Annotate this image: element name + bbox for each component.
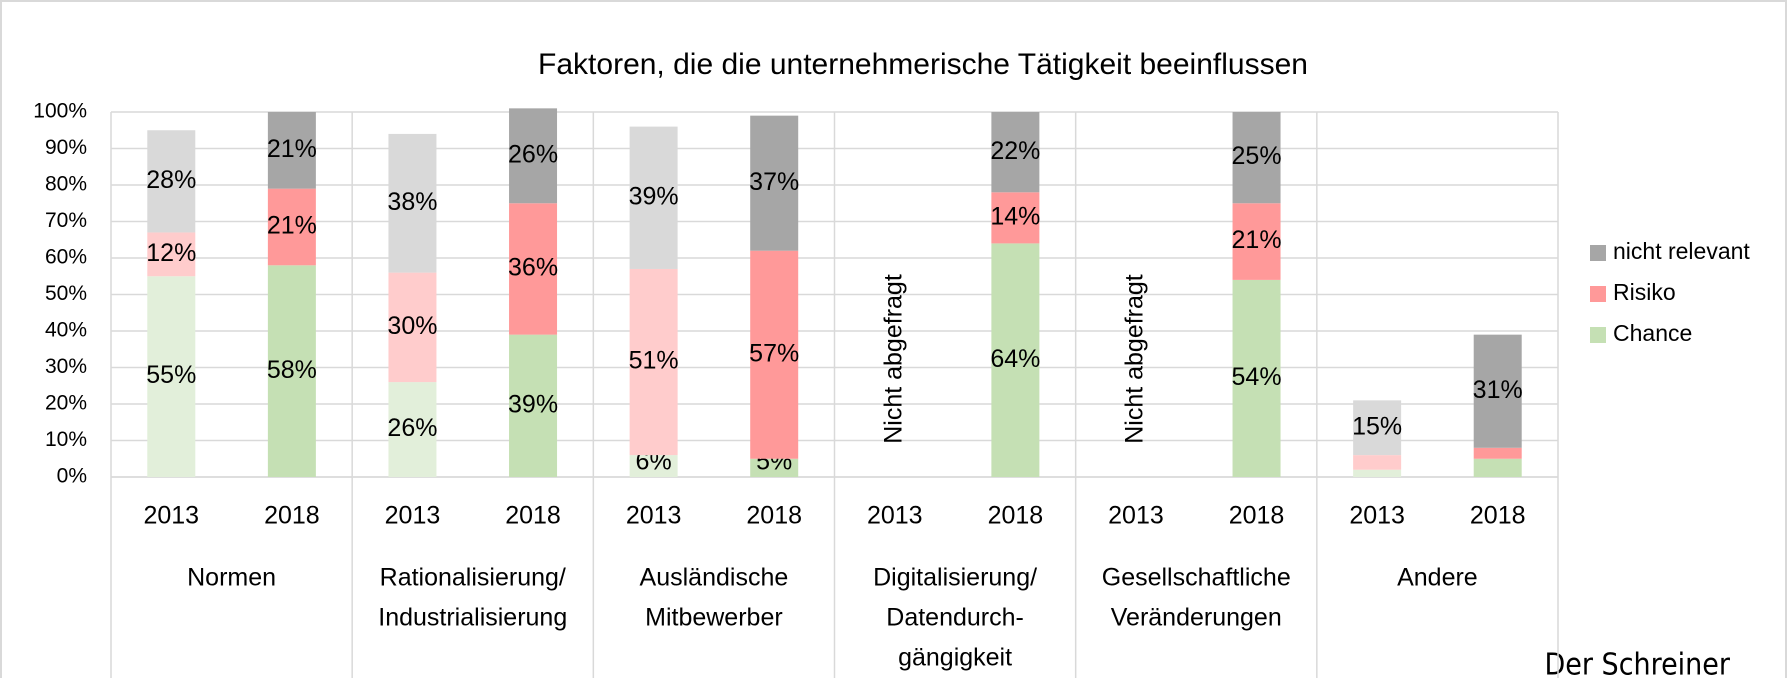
y-tick-label: 90% bbox=[45, 136, 87, 159]
x-tick-label: 2018 bbox=[988, 502, 1044, 530]
bar-segment bbox=[1353, 400, 1402, 456]
x-tick-label: 2013 bbox=[867, 502, 923, 530]
data-label: 55% bbox=[146, 361, 196, 389]
y-tick-label: 30% bbox=[45, 355, 87, 378]
bar-segment bbox=[750, 250, 799, 459]
y-tick-label: 0% bbox=[57, 465, 87, 488]
legend-swatch bbox=[1590, 286, 1606, 302]
legend-label: nicht relevant bbox=[1613, 238, 1750, 264]
bar-segment bbox=[1232, 203, 1281, 280]
data-label: 31% bbox=[1473, 376, 1523, 404]
group-label: Andere bbox=[1397, 564, 1478, 592]
data-label: 28% bbox=[146, 166, 196, 194]
x-tick-label: 2018 bbox=[1229, 502, 1285, 530]
data-label: 26% bbox=[508, 140, 558, 168]
group-label: Industrialisierung bbox=[378, 604, 567, 632]
bar-segment bbox=[267, 265, 316, 477]
bar-segment bbox=[509, 334, 558, 477]
bar-segment bbox=[388, 133, 437, 273]
data-label: 21% bbox=[267, 212, 317, 240]
y-tick-label: 10% bbox=[45, 428, 87, 451]
data-label: 54% bbox=[1232, 363, 1282, 391]
bar-segment bbox=[629, 455, 678, 477]
x-tick-label: 2013 bbox=[1349, 502, 1405, 530]
y-tick-label: 100% bbox=[33, 100, 87, 123]
bar-segment bbox=[1473, 458, 1522, 477]
x-tick-label: 2013 bbox=[385, 502, 441, 530]
bar-segment bbox=[991, 192, 1040, 244]
data-label: 21% bbox=[1232, 226, 1282, 254]
bar-segment bbox=[629, 126, 678, 269]
y-tick-label: 20% bbox=[45, 392, 87, 415]
bar-segment bbox=[509, 108, 558, 204]
bar-segment bbox=[147, 130, 196, 233]
bar-segment bbox=[629, 268, 678, 456]
x-tick-label: 2018 bbox=[1470, 502, 1526, 530]
group-label: gängigkeit bbox=[898, 644, 1012, 672]
bar-segment bbox=[1353, 469, 1402, 477]
legend-label: Chance bbox=[1613, 320, 1692, 346]
bar-segment bbox=[147, 276, 196, 477]
bar-segment bbox=[750, 115, 799, 251]
data-label: 39% bbox=[508, 390, 558, 418]
y-tick-label: 70% bbox=[45, 209, 87, 232]
bar-segment bbox=[388, 382, 437, 477]
group-label: Mitbewerber bbox=[645, 604, 783, 632]
y-tick-label: 80% bbox=[45, 173, 87, 196]
bar-segment bbox=[1473, 334, 1522, 448]
data-label: 39% bbox=[629, 182, 679, 210]
y-tick-label: 60% bbox=[45, 246, 87, 269]
group-label: Veränderungen bbox=[1111, 604, 1282, 632]
data-label: 58% bbox=[267, 356, 317, 384]
annotation: Nicht abgefragt bbox=[879, 274, 907, 444]
bar-segment bbox=[267, 188, 316, 266]
data-label: 26% bbox=[387, 414, 437, 442]
bar-segment bbox=[1232, 112, 1281, 204]
bar-segment bbox=[991, 243, 1040, 477]
x-tick-label: 2018 bbox=[746, 502, 802, 530]
group-label: Digitalisierung/ bbox=[873, 564, 1037, 592]
data-label: 21% bbox=[267, 135, 317, 163]
data-label: 22% bbox=[990, 137, 1040, 165]
bar-segment bbox=[509, 203, 558, 335]
bar-segment bbox=[388, 272, 437, 383]
x-tick-label: 2018 bbox=[505, 502, 561, 530]
bar-segment bbox=[1232, 279, 1281, 477]
x-tick-label: 2013 bbox=[1108, 502, 1164, 530]
group-label: Ausländische bbox=[640, 564, 789, 592]
annotation: Nicht abgefragt bbox=[1121, 274, 1149, 444]
data-label: 25% bbox=[1232, 142, 1282, 170]
legend-swatch bbox=[1590, 245, 1606, 261]
bar-segment bbox=[750, 458, 799, 477]
x-tick-label: 2018 bbox=[264, 502, 320, 530]
bar-segment bbox=[267, 112, 316, 189]
bar-segment bbox=[1473, 447, 1522, 459]
group-label: Gesellschaftliche bbox=[1102, 564, 1291, 592]
bar-segment bbox=[147, 232, 196, 277]
data-label: 57% bbox=[749, 339, 799, 367]
y-tick-label: 50% bbox=[45, 282, 87, 305]
data-label: 37% bbox=[749, 168, 799, 196]
legend-label: Risiko bbox=[1613, 279, 1676, 305]
bar-segment bbox=[991, 112, 1040, 193]
chart-title: Faktoren, die die unternehmerische Tätig… bbox=[538, 48, 1308, 81]
data-label: 36% bbox=[508, 254, 558, 282]
bar-segment bbox=[1353, 455, 1402, 470]
watermark: Der Schreiner bbox=[1545, 648, 1731, 678]
group-label: Datendurch- bbox=[886, 604, 1024, 632]
data-label: 51% bbox=[629, 347, 679, 375]
group-label: Rationalisierung/ bbox=[380, 564, 566, 592]
y-tick-label: 40% bbox=[45, 319, 87, 342]
x-tick-label: 2013 bbox=[143, 502, 199, 530]
data-label: 15% bbox=[1352, 412, 1402, 440]
data-label: 12% bbox=[146, 239, 196, 267]
data-label: 64% bbox=[990, 345, 1040, 373]
data-label: 38% bbox=[387, 188, 437, 216]
data-label: 30% bbox=[387, 312, 437, 340]
group-label: Normen bbox=[187, 564, 276, 592]
data-label: 14% bbox=[990, 202, 1040, 230]
x-tick-label: 2013 bbox=[626, 502, 682, 530]
legend-swatch bbox=[1590, 327, 1606, 343]
